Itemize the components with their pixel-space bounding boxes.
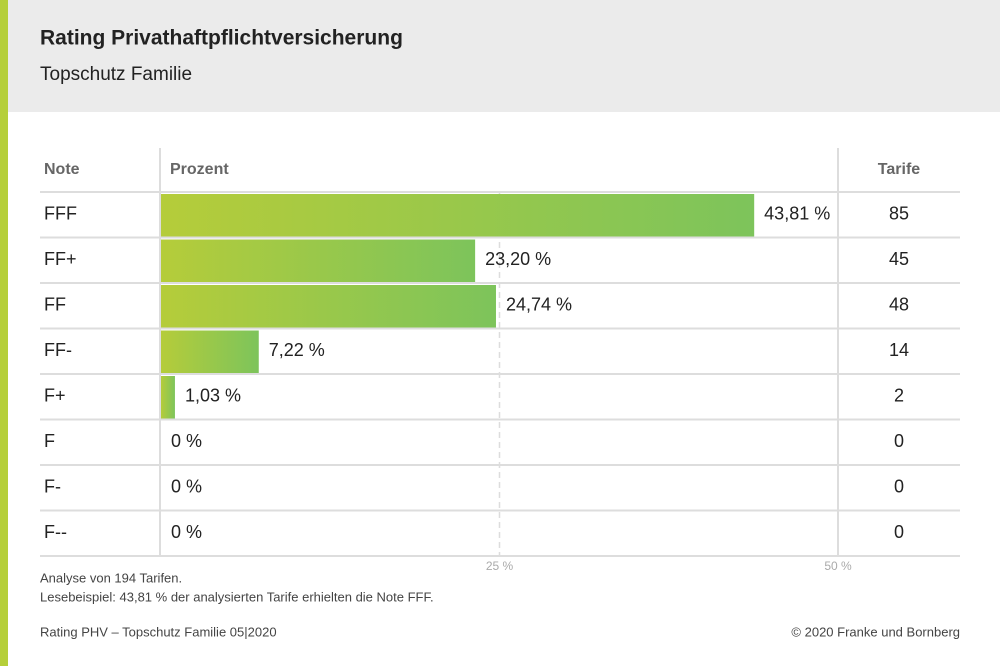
category-label: FFF <box>44 204 77 224</box>
category-label: FF <box>44 295 66 315</box>
tarife-count: 0 <box>894 522 904 542</box>
footer: Rating PHV – Topschutz Familie 05|2020 <box>40 624 277 639</box>
header-band <box>0 0 1000 112</box>
bar <box>161 194 755 237</box>
accent-stripe <box>0 0 8 666</box>
bar <box>161 239 476 282</box>
value-label: 0 % <box>171 431 202 451</box>
category-label: FF+ <box>44 249 77 269</box>
tarife-count: 85 <box>889 204 909 224</box>
note: Analyse von 194 Tarifen. <box>40 570 182 585</box>
tarife-count: 45 <box>889 249 909 269</box>
category-label: F+ <box>44 386 66 406</box>
chart-title: Rating Privathaftpflichtversicherung <box>40 27 403 50</box>
column-header: Tarife <box>878 161 920 178</box>
value-label: 7,22 % <box>269 340 325 360</box>
tarife-count: 0 <box>894 431 904 451</box>
x-tick-label: 50 % <box>824 559 852 573</box>
category-label: FF- <box>44 340 72 360</box>
value-label: 43,81 % <box>764 204 830 224</box>
category-label: F-- <box>44 522 67 542</box>
footer: © 2020 Franke und Bornberg <box>791 624 960 639</box>
category-label: F <box>44 431 55 451</box>
bar <box>161 285 496 328</box>
tarife-count: 2 <box>894 386 904 406</box>
value-label: 0 % <box>171 522 202 542</box>
chart-subtitle: Topschutz Familie <box>40 64 192 85</box>
bar <box>161 376 175 419</box>
column-header: Note <box>44 161 80 178</box>
category-label: F- <box>44 477 61 497</box>
value-label: 1,03 % <box>185 386 241 406</box>
bar <box>161 330 259 373</box>
column-header: Prozent <box>170 161 229 178</box>
tarife-count: 14 <box>889 340 909 360</box>
value-label: 0 % <box>171 477 202 497</box>
tarife-count: 48 <box>889 295 909 315</box>
x-tick-label: 25 % <box>486 559 514 573</box>
tarife-count: 0 <box>894 477 904 497</box>
value-label: 23,20 % <box>485 249 551 269</box>
value-label: 24,74 % <box>506 295 572 315</box>
note: Lesebeispiel: 43,81 % der analysierten T… <box>40 589 434 604</box>
